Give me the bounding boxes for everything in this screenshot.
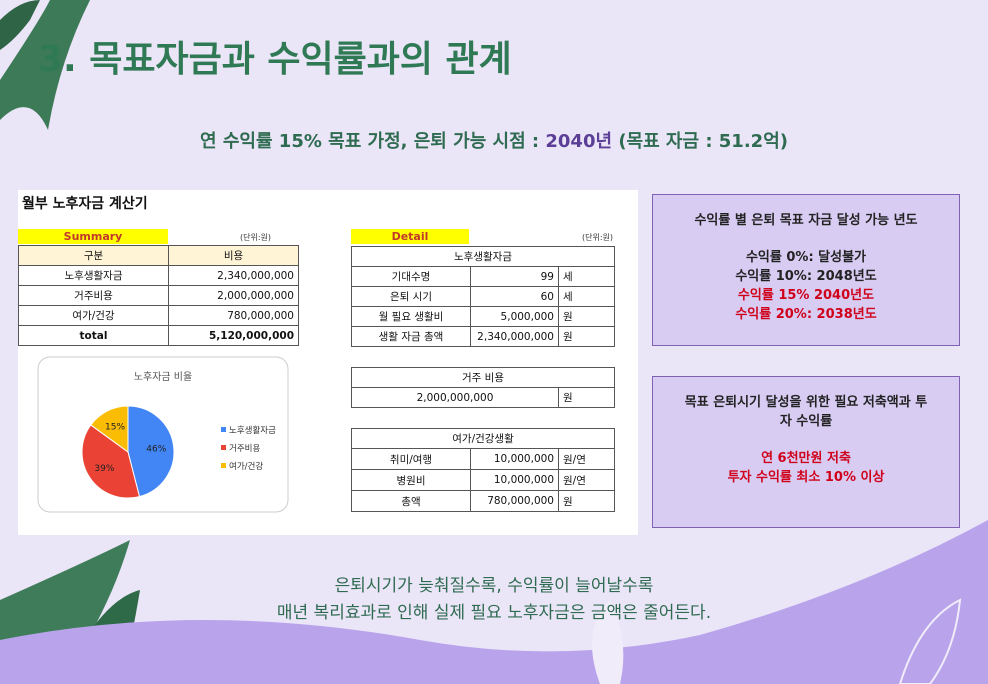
box-line: 연 6천만원 저축: [761, 451, 851, 466]
table-cell: 취미/여행: [351, 448, 471, 470]
table-cell: 비용: [168, 245, 299, 266]
subtitle-highlight: 2040년: [545, 131, 613, 152]
table-cell: 거주 비용: [351, 367, 615, 388]
table-cell: 거주비용: [18, 285, 169, 306]
table-cell: 780,000,000: [470, 490, 559, 512]
box-title: 목표 은퇴시기 달성을 위한 필요 저축액과 투자 수익률: [684, 395, 928, 429]
subtitle: 연 수익률 15% 목표 가정, 은퇴 가능 시점 : 2040년 (목표 자금…: [0, 127, 988, 153]
table-cell: 원: [558, 326, 615, 347]
table-cell: 2,340,000,000: [470, 326, 559, 347]
table-cell: 구분: [18, 245, 169, 266]
box-line: 수익률 20%: 2038년도: [735, 307, 877, 322]
pie-slice: [127, 405, 175, 498]
subtitle-text: 연 수익률 15% 목표 가정, 은퇴 가능 시점 :: [200, 131, 546, 152]
table-cell: 10,000,000: [470, 448, 559, 470]
table-cell: 원: [558, 387, 615, 408]
table-cell: 여가/건강생활: [351, 428, 615, 449]
pie-slice: [90, 405, 129, 453]
table-cell: 노후생활자금: [18, 265, 169, 286]
table-cell: 99: [470, 266, 559, 287]
unit: (단위:원): [240, 233, 272, 242]
footer-line: 매년 복리효과로 인해 실제 필요 노후자금은 금액은 줄어든다.: [276, 603, 712, 623]
table-cell: 원/연: [558, 448, 615, 470]
pie-chart: 46% 노후생활자금 39% 거주비용 15% 여가/건강: [81, 405, 276, 499]
legend-label: 여가/건강: [229, 461, 263, 472]
legend-label: 노후생활자금: [229, 425, 276, 436]
leaf: [0, 0, 40, 50]
table-cell: 은퇴 시기: [351, 286, 471, 307]
pie-slice: [81, 424, 141, 499]
footer-line: 은퇴시기가 늦춰질수록, 수익률이 늘어날수록: [334, 576, 654, 596]
table-cell: 2,000,000,000: [168, 285, 299, 306]
box-line: 투자 수익률 최소 10% 이상: [727, 470, 885, 485]
pie-title: 노후자금 비율: [133, 372, 193, 383]
summary-label: Summary: [18, 229, 168, 244]
legend-swatch: [221, 427, 226, 432]
legend-swatch: [221, 463, 226, 468]
table-cell: 5,000,000: [470, 306, 559, 327]
subtitle-text: (목표 자금 : 51.2억): [612, 131, 788, 152]
table-cell: 2,340,000,000: [168, 265, 299, 286]
table-cell: 2,000,000,000: [351, 387, 559, 408]
box-line: 수익률 15% 2040년도: [737, 288, 875, 303]
legend-label: 거주비용: [229, 444, 260, 454]
table-cell: 월 필요 생활비: [351, 306, 471, 327]
value-label: 39%: [94, 464, 114, 474]
table-cell: 세: [558, 266, 615, 287]
table-cell: 여가/건강: [18, 305, 169, 326]
table-cell: 60: [470, 286, 559, 307]
leaf-outline: [898, 598, 962, 684]
calculator-title: 월부 노후자금 계산기: [22, 196, 148, 212]
table-cell: 780,000,000: [168, 305, 299, 326]
table-cell: 원: [558, 306, 615, 327]
value-label: 46%: [146, 444, 166, 454]
table-cell: 총액: [351, 490, 471, 512]
table-cell: 노후생활자금: [351, 246, 615, 267]
table-cell: 생활 자금 총액: [351, 326, 471, 347]
table-cell: 5,120,000,000: [168, 325, 299, 346]
table-cell: 원/연: [558, 469, 615, 491]
shape: [592, 600, 624, 684]
value-label: 15%: [105, 423, 125, 433]
table-cell: 기대수명: [351, 266, 471, 287]
box-title: 수익률 별 은퇴 목표 자금 달성 가능 년도: [694, 213, 918, 228]
footer: 은퇴시기가 늦춰질수록, 수익률이 늘어날수록 매년 복리효과로 인해 실제 필…: [0, 573, 988, 627]
unit: (단위:원): [582, 233, 614, 242]
detail-label: Detail: [351, 229, 469, 244]
wave: [0, 520, 988, 684]
box-line: 수익률 0%: 달성불가: [745, 250, 867, 265]
box-line: 수익률 10%: 2048년도: [735, 269, 877, 284]
table-cell: 10,000,000: [470, 469, 559, 491]
table-cell: 병원비: [351, 469, 471, 491]
legend-swatch: [221, 445, 226, 450]
table-cell: total: [18, 325, 169, 346]
leaf: [0, 0, 90, 130]
table-cell: 세: [558, 286, 615, 307]
table-cell: 원: [558, 490, 615, 512]
title: 3. 목표자금과 수익률과의 관계: [38, 39, 512, 80]
